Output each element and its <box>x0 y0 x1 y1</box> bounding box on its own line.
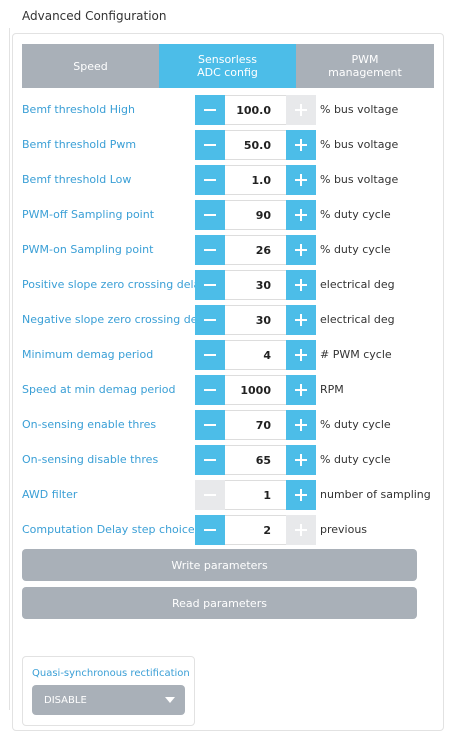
unit-label: % duty cycle <box>320 243 391 256</box>
decrement-button[interactable] <box>195 165 225 195</box>
decrement-button[interactable] <box>195 410 225 440</box>
field-label: AWD filter <box>22 488 78 501</box>
unit-label: % bus voltage <box>320 138 399 151</box>
decrement-button[interactable] <box>195 95 225 125</box>
write-button[interactable]: Write parameters <box>22 549 417 581</box>
unit-label: % bus voltage <box>320 173 399 186</box>
value-input[interactable]: 1 <box>225 480 286 510</box>
increment-button[interactable] <box>286 200 316 230</box>
unit-label: % duty cycle <box>320 453 391 466</box>
value-input[interactable]: 1000 <box>225 375 286 405</box>
rectification-box <box>22 656 195 726</box>
field-label: Bemf threshold Pwm <box>22 138 137 151</box>
unit-label: electrical deg <box>320 278 395 291</box>
decrement-button[interactable] <box>195 130 225 160</box>
field-label: PWM-off Sampling point <box>22 208 155 221</box>
read-button[interactable]: Read parameters <box>22 587 417 619</box>
value-input[interactable]: 90 <box>225 200 286 230</box>
value-input[interactable]: 2 <box>225 515 286 545</box>
field-label: On-sensing disable thres <box>22 453 159 466</box>
unit-label: % duty cycle <box>320 208 391 221</box>
increment-button <box>286 95 316 125</box>
decrement-button[interactable] <box>195 305 225 335</box>
field-label: PWM-on Sampling point <box>22 243 154 256</box>
title: Advanced Configuration <box>22 9 167 23</box>
field-label: Positive slope zero crossing delay <box>22 278 207 291</box>
unit-label: % duty cycle <box>320 418 391 431</box>
rectification-select[interactable]: DISABLE <box>32 685 185 715</box>
value-input[interactable]: 30 <box>225 305 286 335</box>
field-label: Speed at min demag period <box>22 383 176 396</box>
field-label: Bemf threshold High <box>22 103 135 116</box>
value-input[interactable]: 100.0 <box>225 95 286 125</box>
decrement-button[interactable] <box>195 270 225 300</box>
increment-button[interactable] <box>286 410 316 440</box>
increment-button <box>286 515 316 545</box>
increment-button[interactable] <box>286 340 316 370</box>
select-arrow <box>165 697 175 703</box>
value-input[interactable]: 50.0 <box>225 130 286 160</box>
field-label: Bemf threshold Low <box>22 173 132 186</box>
field-label: Minimum demag period <box>22 348 154 361</box>
decrement-button[interactable] <box>195 340 225 370</box>
tab[interactable]: Sensorless ADC config <box>159 44 296 88</box>
unit-label: % bus voltage <box>320 103 399 116</box>
tab[interactable]: PWM management <box>296 44 434 88</box>
increment-button[interactable] <box>286 130 316 160</box>
field-label: Computation Delay step choice <box>22 523 195 536</box>
rectification-label: Quasi-synchronous rectification <box>32 668 190 679</box>
decrement-button[interactable] <box>195 445 225 475</box>
unit-label: previous <box>320 523 368 536</box>
increment-button[interactable] <box>286 480 316 510</box>
value-input[interactable]: 65 <box>225 445 286 475</box>
value-input[interactable]: 30 <box>225 270 286 300</box>
divider <box>9 28 10 710</box>
decrement-button <box>195 480 225 510</box>
decrement-button[interactable] <box>195 235 225 265</box>
unit-label: electrical deg <box>320 313 395 326</box>
increment-button[interactable] <box>286 235 316 265</box>
increment-button[interactable] <box>286 375 316 405</box>
decrement-button[interactable] <box>195 515 225 545</box>
increment-button[interactable] <box>286 270 316 300</box>
panel <box>12 33 444 731</box>
value-input[interactable]: 4 <box>225 340 286 370</box>
field-label: Negative slope zero crossing delay <box>22 313 214 326</box>
increment-button[interactable] <box>286 305 316 335</box>
tab[interactable]: Speed <box>22 44 159 88</box>
increment-button[interactable] <box>286 165 316 195</box>
unit-label: # PWM cycle <box>320 348 392 361</box>
unit-label: number of sampling <box>320 488 431 501</box>
increment-button[interactable] <box>286 445 316 475</box>
decrement-button[interactable] <box>195 200 225 230</box>
value-input[interactable]: 1.0 <box>225 165 286 195</box>
unit-label: RPM <box>320 383 344 396</box>
decrement-button[interactable] <box>195 375 225 405</box>
value-input[interactable]: 70 <box>225 410 286 440</box>
value-input[interactable]: 26 <box>225 235 286 265</box>
field-label: On-sensing enable thres <box>22 418 157 431</box>
